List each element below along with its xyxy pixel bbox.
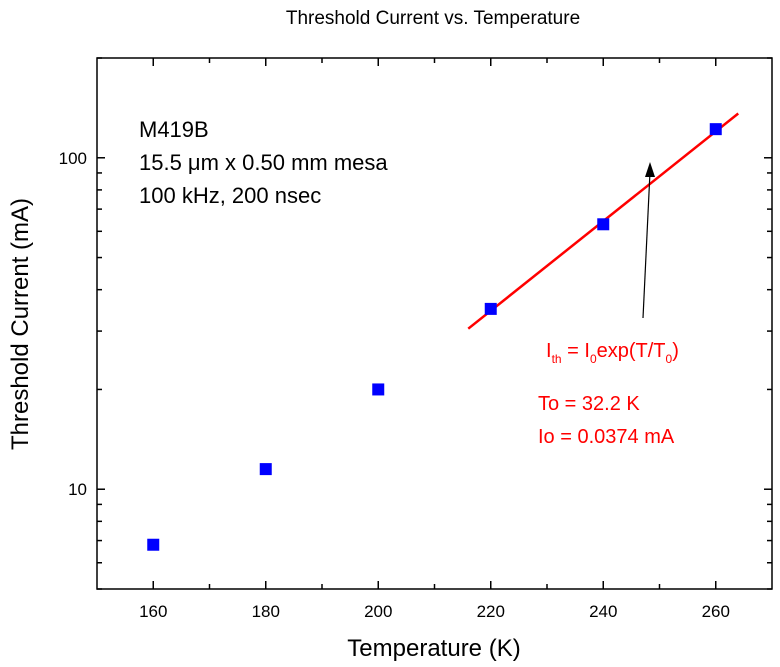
data-point [484,302,497,315]
y-tick-label: 10 [68,480,87,499]
x-axis-label: Temperature (K) [347,635,520,662]
annotation-arrowhead [645,162,655,177]
x-tick-label: 200 [364,602,392,621]
x-tick-label: 160 [139,602,167,621]
annotation-arrow [642,171,651,319]
sample-id-label: M419B [139,117,209,142]
x-tick-label: 260 [702,602,730,621]
data-point [259,463,272,476]
data-point [147,538,160,551]
data-point [372,383,385,396]
fit-equation: Ith = I0exp(T/T0) [546,340,679,366]
axis-ticks [97,57,772,590]
fit-i0-label: Io = 0.0374 mA [538,426,675,448]
x-tick-label: 240 [589,602,617,621]
y-tick-labels: 10 100 [59,149,87,499]
sample-pulse-label: 100 kHz, 200 nsec [139,183,321,208]
y-axis-label: Threshold Current (mA) [7,198,34,450]
y-tick-label: 100 [59,149,87,168]
data-points [147,123,722,551]
data-point [709,123,722,136]
chart-title: Threshold Current vs. Temperature [286,8,580,29]
data-point [597,218,610,231]
x-tick-labels: 160 180 200 220 240 260 [139,602,730,621]
x-tick-label: 180 [252,602,280,621]
x-tick-label: 220 [477,602,505,621]
fit-t0-label: To = 32.2 K [538,393,640,415]
sample-dim-label: 15.5 μm x 0.50 mm mesa [139,150,388,175]
